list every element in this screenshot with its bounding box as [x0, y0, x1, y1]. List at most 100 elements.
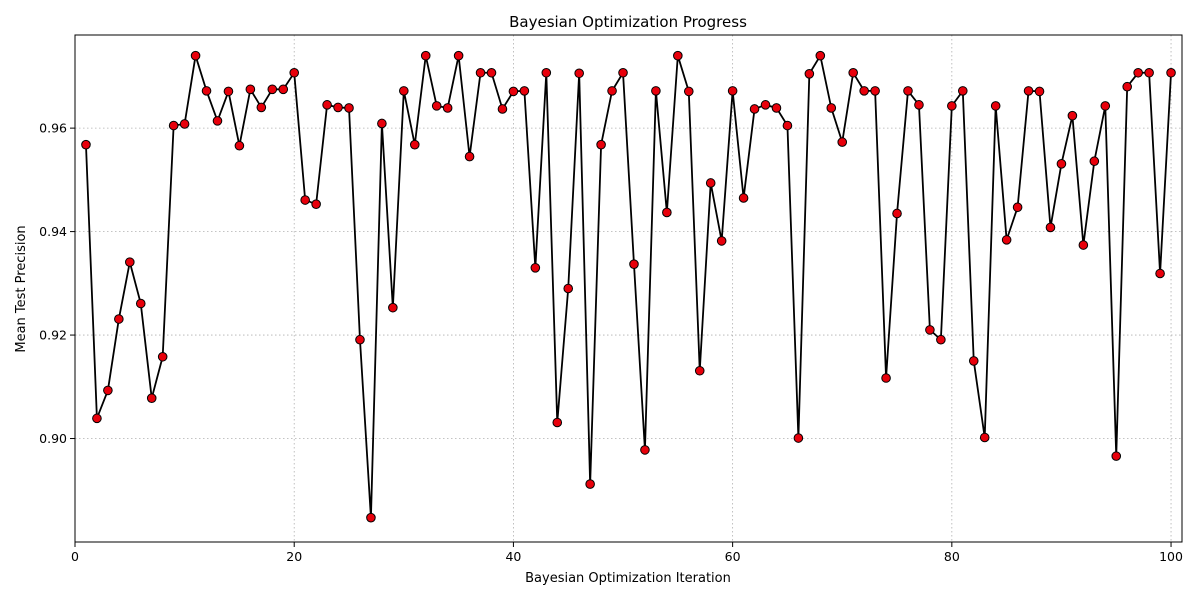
data-point [859, 86, 869, 96]
data-point [574, 68, 584, 79]
data-point [245, 84, 256, 95]
x-tick-label: 80 [944, 549, 960, 564]
data-point [892, 208, 902, 219]
data-point [1100, 101, 1111, 111]
data-point [848, 67, 858, 78]
data-point [947, 101, 957, 111]
data-point [585, 479, 595, 489]
chart-title: Bayesian Optimization Progress [509, 13, 747, 31]
data-point [212, 116, 223, 126]
data-point [694, 365, 705, 376]
data-point [508, 86, 519, 97]
data-point [201, 86, 212, 96]
data-point [596, 139, 606, 150]
data-point [146, 393, 157, 403]
data-point [311, 199, 321, 209]
data-point [881, 373, 891, 383]
y-tick-label: 0.92 [39, 328, 67, 343]
data-point [267, 84, 278, 95]
data-point [771, 103, 782, 113]
data-point [1166, 67, 1176, 78]
y-axis-ticks: 0.90 0.92 0.94 0.96 [39, 121, 75, 446]
data-point [1078, 240, 1089, 250]
data-point [618, 67, 628, 78]
data-point [990, 101, 1001, 111]
data-point [333, 102, 343, 113]
data-point [925, 325, 935, 335]
data-point [464, 151, 475, 162]
data-point [651, 86, 661, 96]
x-tick-label: 100 [1159, 549, 1183, 564]
data-point [223, 86, 234, 97]
data-point [278, 84, 289, 95]
data-point [727, 86, 738, 96]
data-point [300, 195, 310, 205]
data-point [1133, 67, 1143, 78]
data-point [103, 385, 113, 396]
data-point [1155, 268, 1165, 279]
data-point [190, 50, 201, 61]
grid [74, 35, 1182, 542]
data-point [157, 351, 168, 362]
data-point [234, 140, 245, 151]
data-point [1111, 451, 1122, 461]
data-point [968, 356, 979, 366]
data-point [683, 86, 694, 97]
data-point [673, 50, 683, 61]
data-point [662, 207, 672, 218]
data-point [793, 433, 804, 443]
data-point [1023, 86, 1034, 96]
data-point [552, 417, 563, 428]
data-point [1034, 86, 1045, 97]
data-point [420, 50, 431, 61]
data-point [475, 67, 486, 78]
data-point [135, 298, 146, 309]
data-point [486, 67, 497, 78]
data-point [804, 69, 815, 79]
data-point [760, 100, 771, 110]
data-point [366, 512, 376, 523]
data-point [782, 120, 793, 131]
data-point [936, 334, 946, 345]
data-point [519, 86, 530, 96]
y-tick-label: 0.94 [39, 224, 67, 239]
data-point [409, 139, 420, 150]
data-point [541, 67, 552, 78]
data-points [81, 50, 1176, 523]
data-point [344, 103, 354, 113]
data-point [1045, 222, 1056, 233]
y-tick-label: 0.90 [39, 431, 67, 446]
data-point [168, 120, 179, 131]
data-point [1056, 159, 1067, 169]
data-point [114, 314, 124, 324]
data-point [1122, 81, 1132, 92]
plot-frame [74, 34, 1183, 543]
series-line-layer [85, 53, 1172, 518]
data-point [705, 178, 716, 188]
data-point [256, 102, 267, 113]
data-point [377, 118, 387, 129]
data-point [903, 86, 913, 96]
x-tick-label: 40 [505, 549, 521, 564]
data-point [749, 104, 760, 114]
data-point [826, 103, 837, 113]
data-point [837, 137, 848, 147]
data-point [355, 334, 365, 345]
data-point [289, 67, 300, 78]
x-axis-ticks: 0 20 40 60 80 100 [71, 542, 1183, 564]
data-point [607, 86, 617, 96]
y-axis-label: Mean Test Precision [14, 225, 29, 352]
x-tick-label: 60 [725, 549, 741, 564]
data-point [563, 283, 574, 294]
x-tick-label: 20 [286, 549, 302, 564]
series-line [85, 53, 1172, 518]
data-point [1089, 156, 1100, 167]
y-tick-label: 0.96 [39, 121, 67, 136]
x-tick-label: 0 [71, 549, 79, 564]
data-point [322, 100, 332, 110]
data-point [914, 100, 924, 110]
data-point [497, 104, 508, 114]
data-point [442, 103, 453, 113]
